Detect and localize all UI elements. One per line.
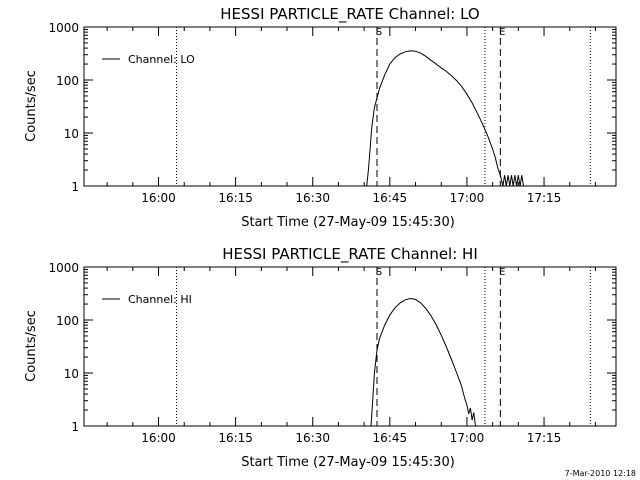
y-axis-label: Counts/sec <box>24 310 39 382</box>
series-line <box>366 50 524 187</box>
y-tick-label: 10 <box>64 127 79 141</box>
chart-title: HESSI PARTICLE_RATE Channel: HI <box>222 245 478 264</box>
x-tick-label: 16:15 <box>218 191 253 205</box>
x-tick-label: 16:00 <box>141 431 176 445</box>
plot-frame <box>83 266 617 427</box>
chart-title: HESSI PARTICLE_RATE Channel: LO <box>220 5 479 24</box>
marker-label-s: S <box>376 27 382 38</box>
y-tick-label: 1000 <box>48 261 79 275</box>
x-axis-label: Start Time (27-May-09 15:45:30) <box>241 455 455 470</box>
y-tick-label: 10 <box>64 367 79 381</box>
legend-entry: Channel: HI <box>128 293 192 306</box>
y-tick-label: 1 <box>71 180 79 194</box>
x-tick-label: 17:15 <box>527 431 562 445</box>
x-tick-label: 16:45 <box>373 431 408 445</box>
x-tick-label: 16:15 <box>218 431 253 445</box>
x-axis-label: Start Time (27-May-09 15:45:30) <box>241 215 455 230</box>
y-tick-label: 100 <box>56 314 79 328</box>
panel-lo: HESSI PARTICLE_RATE Channel: LO Start Ti… <box>24 5 617 230</box>
y-tick-label: 1000 <box>48 21 79 35</box>
legend-entry: Channel: LO <box>128 53 195 66</box>
panel-hi: HESSI PARTICLE_RATE Channel: HI Start Ti… <box>24 245 617 470</box>
x-tick-label: 17:00 <box>450 191 485 205</box>
x-tick-label: 16:45 <box>373 191 408 205</box>
y-tick-label: 1 <box>71 420 79 434</box>
y-axis-label: Counts/sec <box>24 70 39 142</box>
plot-frame <box>83 26 617 187</box>
x-tick-label: 17:00 <box>450 431 485 445</box>
x-tick-label: 16:30 <box>295 431 330 445</box>
series-line <box>370 297 476 427</box>
marker-label-s: S <box>376 267 382 278</box>
x-tick-label: 16:30 <box>295 191 330 205</box>
y-tick-label: 100 <box>56 74 79 88</box>
marker-label-e: E <box>499 267 505 278</box>
footer-timestamp: 7-Mar-2010 12:18 <box>565 469 636 478</box>
x-tick-label: 16:00 <box>141 191 176 205</box>
marker-label-e: E <box>499 27 505 38</box>
x-tick-label: 17:15 <box>527 191 562 205</box>
